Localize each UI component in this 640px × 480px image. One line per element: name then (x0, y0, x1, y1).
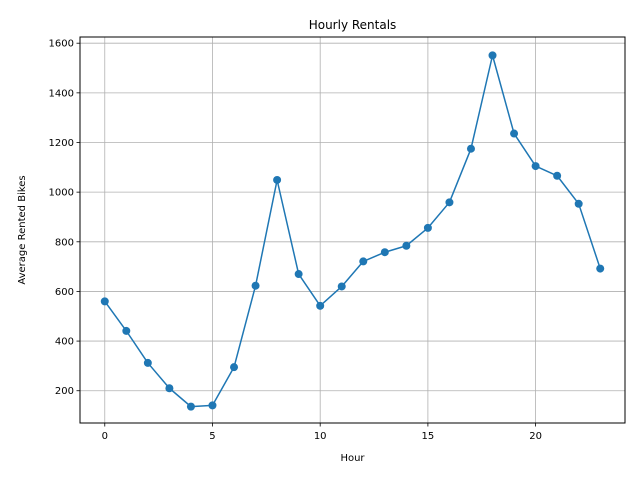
data-point (122, 326, 131, 335)
x-axis-label: Hour (340, 453, 365, 464)
y-tick-label: 800 (55, 237, 74, 248)
data-point (165, 384, 174, 393)
y-tick-label: 1600 (49, 39, 74, 50)
data-point (359, 257, 368, 266)
data-point (445, 198, 454, 207)
data-point (423, 223, 432, 232)
x-tick-label: 20 (529, 431, 542, 442)
data-point (510, 129, 519, 138)
grid-lines (80, 37, 625, 423)
x-tick-label: 5 (209, 431, 215, 442)
data-point (596, 264, 605, 273)
data-point (100, 297, 109, 306)
x-tick-label: 0 (102, 431, 108, 442)
data-point (337, 282, 346, 291)
data-point (553, 171, 562, 180)
data-point (488, 51, 497, 60)
y-tick-label: 1200 (49, 138, 74, 149)
y-axis-label: Average Rented Bikes (17, 175, 28, 284)
y-tick-label: 600 (55, 287, 74, 298)
data-point (208, 401, 217, 410)
data-point (251, 281, 260, 290)
x-tick-label: 10 (314, 431, 327, 442)
data-point (466, 144, 475, 153)
y-axis-ticks: 200 400 600 800 1000 1200 1400 1600 (49, 39, 80, 397)
x-axis-ticks: 0 5 10 15 20 (102, 423, 542, 442)
y-tick-label: 1000 (49, 188, 74, 199)
data-point (402, 241, 411, 250)
data-point (294, 270, 303, 279)
data-point (531, 162, 540, 171)
series-layer (100, 51, 605, 411)
y-tick-label: 400 (55, 337, 74, 348)
data-point (273, 175, 282, 184)
data-point (143, 358, 152, 367)
data-point (380, 248, 389, 257)
y-tick-label: 1400 (49, 88, 74, 99)
data-point (230, 363, 239, 372)
plot-frame (79, 36, 626, 424)
data-point (316, 301, 325, 310)
series-line (104, 54, 601, 408)
data-point (574, 199, 583, 208)
x-tick-label: 15 (422, 431, 435, 442)
data-point (186, 402, 195, 411)
chart-title: Hourly Rentals (309, 18, 397, 32)
y-tick-label: 200 (55, 386, 74, 397)
